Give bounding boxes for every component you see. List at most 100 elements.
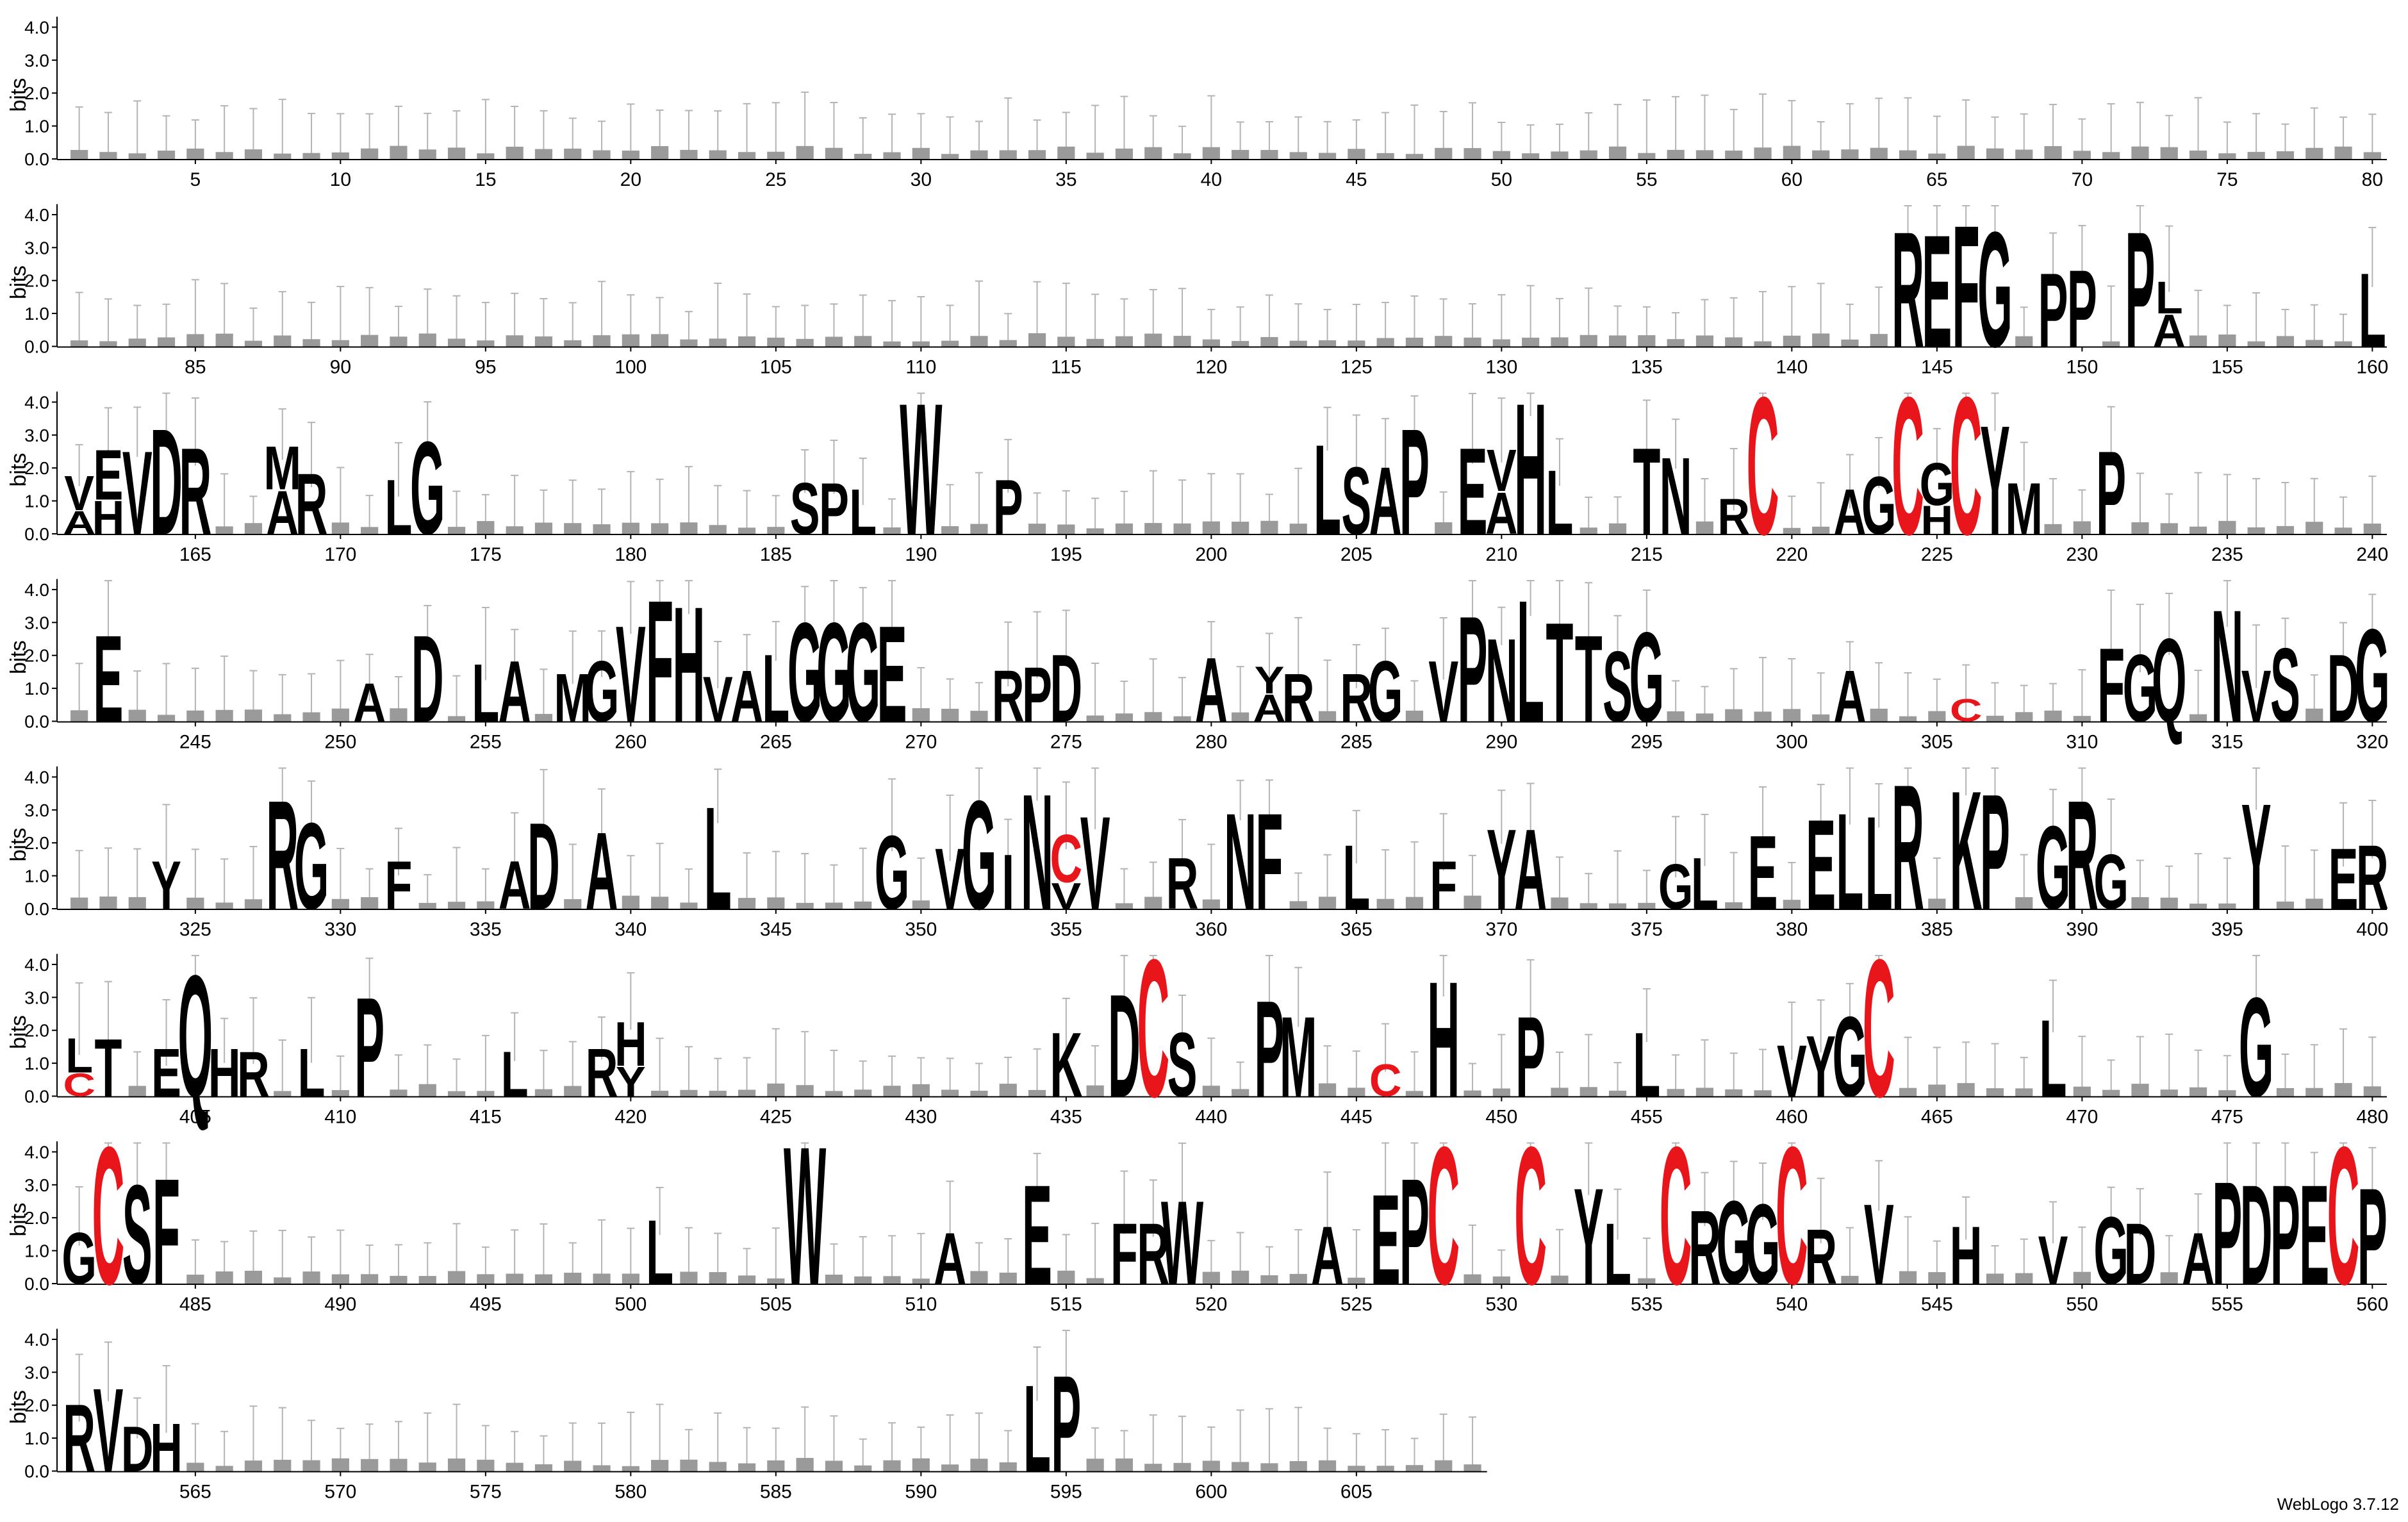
x-tick-label: 380 bbox=[1776, 919, 1808, 940]
x-tick-label: 235 bbox=[2211, 544, 2243, 565]
low-info-stack bbox=[680, 339, 698, 347]
low-info-stack bbox=[331, 152, 349, 159]
low-info-stack bbox=[767, 151, 785, 159]
logo-letter: P bbox=[1255, 972, 1285, 1125]
x-tick-label: 250 bbox=[324, 732, 356, 753]
low-info-stack bbox=[2015, 336, 2033, 347]
low-info-stack bbox=[999, 1084, 1017, 1096]
logo-letter: A bbox=[1311, 1209, 1344, 1301]
low-info-stack bbox=[274, 1277, 292, 1284]
low-info-stack bbox=[651, 1091, 669, 1096]
y-tick-label: 3.0 bbox=[24, 1175, 49, 1195]
low-info-stack bbox=[738, 527, 756, 534]
low-info-stack bbox=[244, 709, 263, 722]
low-info-stack bbox=[1783, 145, 1801, 159]
low-info-stack bbox=[2276, 336, 2295, 347]
logo-letter: C bbox=[1776, 1106, 1808, 1326]
low-info-stack bbox=[738, 152, 756, 159]
low-info-stack bbox=[361, 1459, 379, 1471]
low-info-stack bbox=[186, 897, 204, 909]
low-info-stack bbox=[970, 150, 988, 159]
logo-letter: H bbox=[614, 1010, 647, 1080]
low-info-stack bbox=[274, 335, 292, 347]
x-tick-label: 160 bbox=[2356, 357, 2388, 378]
low-info-stack bbox=[622, 1466, 639, 1471]
low-info-stack bbox=[1725, 150, 1743, 159]
y-tick-label: 0.0 bbox=[24, 1087, 49, 1107]
low-info-stack bbox=[1289, 152, 1307, 159]
low-info-stack bbox=[1318, 340, 1337, 347]
low-info-stack bbox=[1260, 1463, 1278, 1471]
logo-letter: R bbox=[1688, 1189, 1721, 1306]
x-tick-label: 215 bbox=[1631, 544, 1663, 565]
low-info-stack bbox=[2015, 712, 2033, 722]
low-info-stack bbox=[2160, 523, 2178, 534]
x-tick-label: 390 bbox=[2066, 919, 2098, 940]
low-info-stack bbox=[767, 1460, 785, 1471]
low-info-stack bbox=[854, 901, 872, 909]
low-info-stack bbox=[1173, 523, 1191, 534]
low-info-stack bbox=[1289, 1460, 1307, 1471]
low-info-stack bbox=[390, 1459, 408, 1471]
logo-letter: P bbox=[354, 968, 384, 1127]
low-info-stack bbox=[680, 902, 698, 909]
low-info-stack bbox=[506, 146, 524, 159]
x-tick-label: 430 bbox=[905, 1107, 937, 1128]
low-info-stack bbox=[534, 149, 553, 159]
x-tick-label: 375 bbox=[1631, 919, 1663, 940]
logo-letter: M bbox=[1280, 993, 1317, 1121]
logo-letter: C bbox=[1863, 918, 1895, 1138]
x-tick-label: 370 bbox=[1485, 919, 1517, 940]
low-info-stack bbox=[1115, 336, 1134, 347]
low-info-stack bbox=[1986, 1273, 2004, 1284]
low-info-stack bbox=[854, 336, 872, 347]
low-info-stack bbox=[1376, 1466, 1394, 1471]
logo-letter: E bbox=[1922, 201, 1952, 380]
low-info-stack bbox=[825, 147, 843, 159]
y-tick-label: 4.0 bbox=[24, 1330, 49, 1350]
logo-letter: M bbox=[2006, 468, 2043, 550]
x-tick-label: 570 bbox=[324, 1482, 356, 1503]
low-info-stack bbox=[1551, 1275, 1569, 1284]
y-axis-title: bits bbox=[6, 453, 31, 487]
low-info-stack bbox=[767, 1278, 785, 1284]
logo-letter: G bbox=[2093, 839, 2129, 926]
low-info-stack bbox=[1551, 337, 1569, 347]
low-info-stack bbox=[447, 716, 466, 722]
low-info-stack bbox=[2276, 901, 2295, 909]
low-info-stack bbox=[1057, 1270, 1075, 1284]
low-info-stack bbox=[244, 1270, 263, 1284]
low-info-stack bbox=[767, 1083, 785, 1096]
low-info-stack bbox=[1492, 1276, 1510, 1284]
logo-letter: G bbox=[816, 593, 852, 752]
y-axis-title: bits bbox=[6, 828, 31, 862]
low-info-stack bbox=[2305, 1088, 2323, 1096]
low-info-stack bbox=[2334, 341, 2352, 347]
low-info-stack bbox=[883, 527, 901, 534]
low-info-stack bbox=[1348, 340, 1365, 347]
logo-letter: N bbox=[1224, 784, 1257, 938]
low-info-stack bbox=[709, 150, 727, 159]
logo-letter: G bbox=[1658, 852, 1694, 923]
low-info-stack bbox=[477, 1091, 495, 1096]
logo-letter: H bbox=[673, 573, 705, 757]
low-info-stack bbox=[970, 1271, 988, 1284]
logo-letter: Y bbox=[1806, 1017, 1836, 1114]
low-info-stack bbox=[1870, 334, 1888, 347]
logo-letter: V bbox=[64, 465, 94, 521]
logo-letter: T bbox=[1633, 422, 1660, 560]
low-info-stack bbox=[418, 333, 436, 347]
logo-letter: D bbox=[411, 609, 444, 747]
logo-letter: V bbox=[1080, 788, 1110, 937]
logo-letter: F bbox=[385, 847, 413, 923]
logo-letter: S bbox=[790, 468, 820, 550]
x-tick-label: 205 bbox=[1340, 544, 1373, 565]
low-info-stack bbox=[506, 1462, 524, 1471]
logo-letter: R bbox=[1282, 660, 1315, 736]
low-info-stack bbox=[593, 524, 611, 534]
low-info-stack bbox=[361, 527, 379, 534]
low-info-stack bbox=[1812, 526, 1830, 534]
low-info-stack bbox=[1464, 148, 1481, 159]
low-info-stack bbox=[1667, 711, 1685, 722]
y-tick-label: 1.0 bbox=[24, 1054, 49, 1073]
